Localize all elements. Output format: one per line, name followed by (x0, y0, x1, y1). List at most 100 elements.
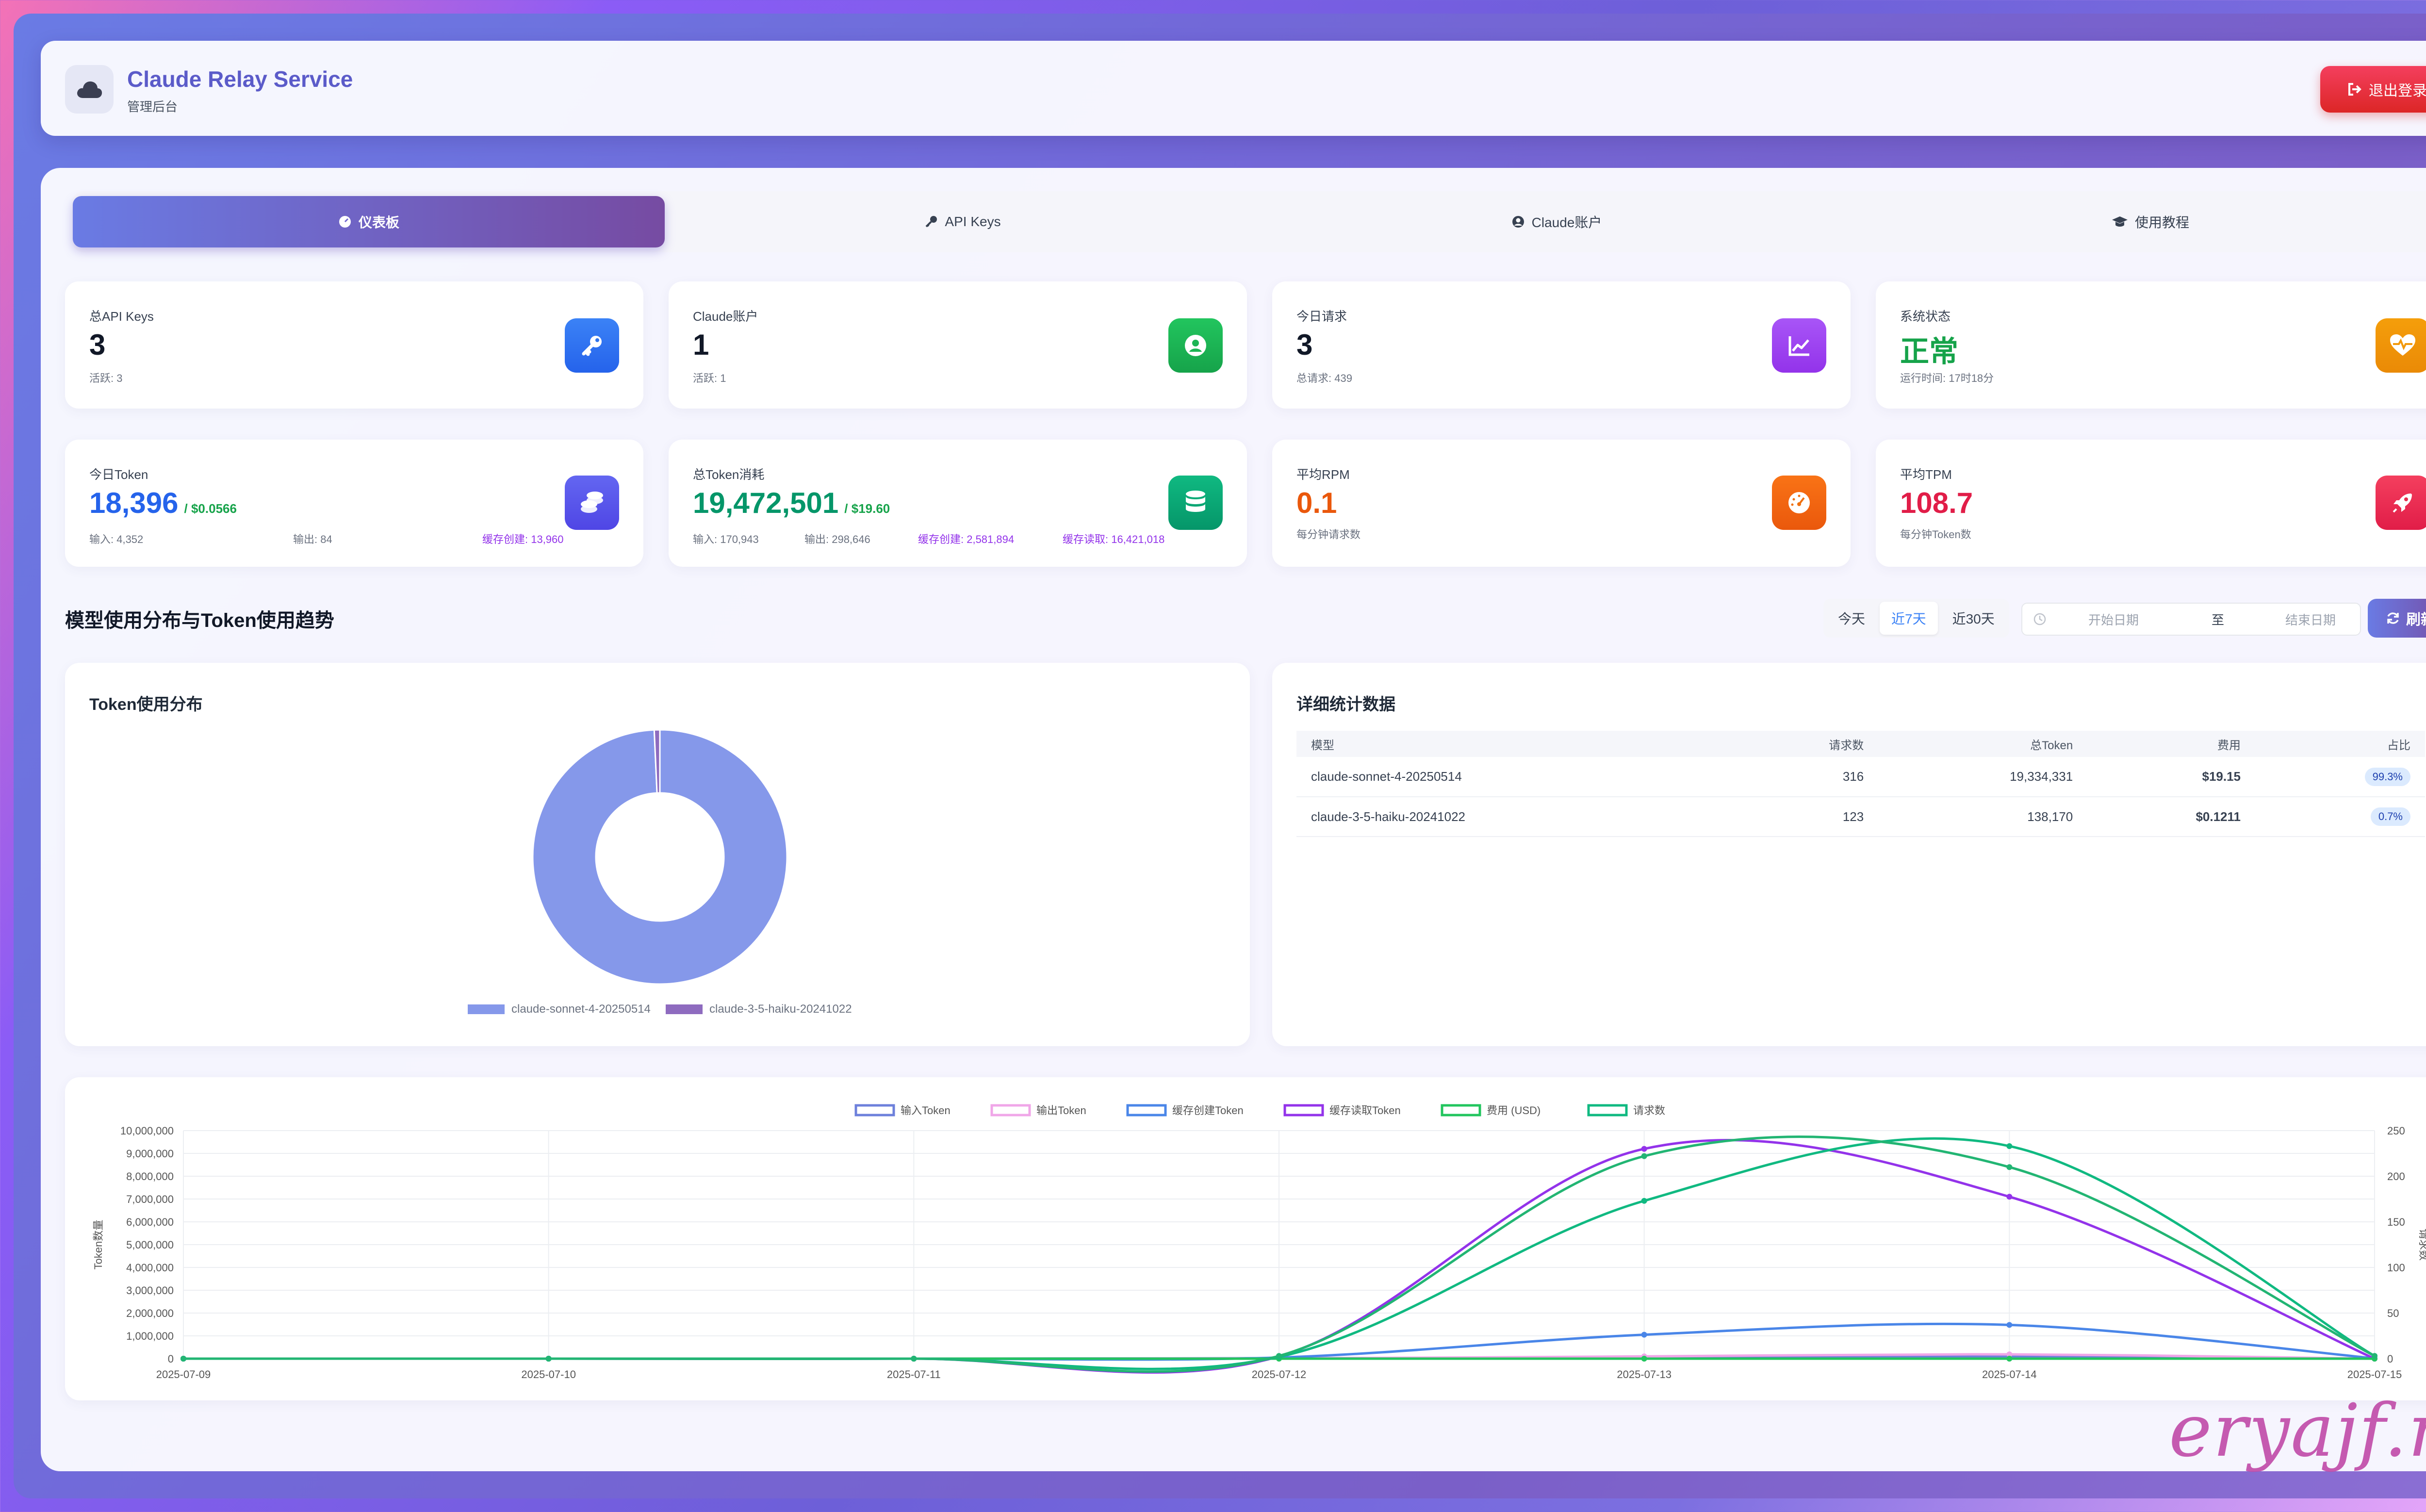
date-range-picker[interactable]: 开始日期 至 结束日期 (2021, 603, 2361, 636)
y-axis-title: Token数量 (92, 1220, 104, 1270)
data-point[interactable] (1641, 1153, 1647, 1159)
today-token-value: 18,396 (89, 487, 179, 519)
data-point[interactable] (2006, 1322, 2013, 1328)
total-token-cost: / $19.60 (844, 501, 890, 516)
logout-button[interactable]: 退出登录 (2320, 66, 2426, 113)
cell-requests: 123 (1733, 797, 1879, 837)
cell-requests: 316 (1733, 757, 1879, 797)
tab-tutorial[interactable]: 使用教程 (1854, 196, 2426, 247)
watermark-text: eryajf.net (2169, 1389, 2426, 1473)
data-point[interactable] (1641, 1331, 1647, 1338)
sign-out-icon (2348, 83, 2361, 96)
stat-label: 今日Token (89, 467, 148, 482)
legend-label[interactable]: 请求数 (1633, 1104, 1665, 1117)
stat-card-api-keys: 总API Keys 3 活跃: 3 (65, 281, 643, 409)
tab-dashboard-label: 仪表板 (358, 215, 399, 230)
rpm-value: 0.1 (1296, 487, 1337, 519)
x-tick-label: 2025-07-11 (887, 1368, 941, 1381)
database-icon (1168, 476, 1223, 530)
col-percent: 占比 (2255, 731, 2425, 757)
legend-label[interactable]: 缓存读取Token (1329, 1104, 1401, 1117)
token-distribution-panel: Token使用分布 claude-sonnet-4-20250514 claude… (65, 663, 1250, 1046)
y-tick-label: 2,000,000 (126, 1307, 174, 1319)
range-today-button[interactable]: 今天 (1838, 611, 1866, 626)
data-point[interactable] (2006, 1194, 2013, 1200)
dashboard-panel: 仪表板 API Keys Claude账户 使用教程 总API Keys 3 活… (41, 168, 2426, 1471)
range-30days-button[interactable]: 近30天 (1952, 611, 1995, 626)
cell-model: claude-sonnet-4-20250514 (1296, 757, 1733, 797)
data-point[interactable] (1641, 1198, 1647, 1204)
tab-claude-accounts[interactable]: Claude账户 (1261, 196, 1852, 247)
legend-label[interactable]: 缓存创建Token (1172, 1104, 1244, 1117)
stat-sub: 每分钟Token数 (1900, 528, 1971, 541)
user-circle-icon (1168, 318, 1223, 373)
legend-label[interactable]: 费用 (USD) (1487, 1104, 1541, 1117)
chart-line-icon (1772, 318, 1826, 373)
tab-api-keys[interactable]: API Keys (667, 196, 1259, 247)
tab-tutorial-label: 使用教程 (2134, 215, 2189, 230)
legend-label[interactable]: claude-3-5-haiku-20241022 (709, 1003, 852, 1016)
stat-value: 1 (693, 329, 709, 361)
stat-card-today-token: 今日Token 18,396 / $0.0566 输入: 4,352 输出: 84… (65, 440, 643, 567)
data-point[interactable] (545, 1356, 552, 1362)
stat-card-system-status: 系统状态 正常 运行时间: 17时18分 (1876, 281, 2426, 409)
uptime-text: 运行时间: 17时18分 (1900, 372, 1994, 384)
cell-cost: $0.1211 (2087, 797, 2256, 837)
y2-axis-title: 请求数 (2418, 1229, 2426, 1261)
table-row: claude-sonnet-4-20250514 316 19,334,331 … (1296, 757, 2425, 797)
y-tick-label: 4,000,000 (126, 1262, 174, 1274)
data-point[interactable] (2006, 1143, 2013, 1149)
stat-label: 系统状态 (1900, 309, 1951, 324)
data-point[interactable] (2372, 1353, 2377, 1359)
y-tick-label: 5,000,000 (126, 1239, 174, 1251)
data-point[interactable] (2006, 1164, 2013, 1170)
stat-label: 总Token消耗 (693, 467, 765, 482)
app-header: Claude Relay Service 管理后台 退出登录 (41, 41, 2426, 136)
pie-slice[interactable] (532, 729, 788, 985)
x-tick-label: 2025-07-09 (156, 1368, 211, 1381)
legend-swatch (854, 1104, 895, 1117)
y-tick-label: 9,000,000 (126, 1148, 174, 1160)
tab-dashboard[interactable]: 仪表板 (73, 196, 665, 247)
refresh-button[interactable]: 刷新 (2368, 599, 2426, 638)
token-trend-chart: 10,000,000 9,000,000 8,000,000 7,000,000 6,0… (92, 1104, 2426, 1381)
legend-label[interactable]: 输入Token (901, 1104, 951, 1117)
col-requests: 请求数 (1733, 731, 1879, 757)
panel-title: 详细统计数据 (1296, 695, 1395, 714)
start-date-input[interactable]: 开始日期 (2088, 612, 2139, 627)
stat-card-total-token: 总Token消耗 19,472,501/ $19.60 输入: 170,943 … (669, 440, 1247, 567)
end-date-input[interactable]: 结束日期 (2285, 612, 2336, 627)
legend-swatch (666, 1004, 703, 1014)
legend-swatch (1126, 1104, 1167, 1117)
detail-stats-table: 模型 请求数 总Token 费用 占比 claude-sonnet-4-2025… (1296, 731, 2425, 837)
stat-label: 平均RPM (1296, 467, 1350, 482)
today-input-tokens: 输入: 4,352 (89, 533, 144, 545)
data-point[interactable] (1641, 1356, 1647, 1362)
cell-model: claude-3-5-haiku-20241022 (1296, 797, 1733, 837)
stat-sub: 总请求: 439 (1296, 372, 1352, 384)
col-cost: 费用 (2087, 731, 2256, 757)
range-7days-button[interactable]: 近7天 (1880, 602, 1938, 635)
key-icon (565, 318, 619, 373)
data-point[interactable] (180, 1356, 186, 1362)
data-point[interactable] (911, 1356, 917, 1362)
x-tick-label: 2025-07-15 (2347, 1368, 2402, 1381)
y2-tick-label: 100 (2387, 1262, 2405, 1274)
data-point[interactable] (2006, 1356, 2013, 1362)
data-point[interactable] (1276, 1353, 1282, 1359)
legend-label[interactable]: 输出Token (1036, 1104, 1086, 1117)
cloud-icon (65, 65, 114, 114)
pie-slice[interactable] (653, 729, 661, 794)
y-tick-label: 7,000,000 (126, 1193, 174, 1205)
panel-title: Token使用分布 (89, 695, 203, 714)
stat-sub: 活跃: 1 (693, 372, 726, 384)
stat-label: 总API Keys (89, 309, 154, 324)
speedometer-icon (1772, 476, 1826, 530)
data-point[interactable] (1641, 1146, 1647, 1152)
detail-stats-panel: 详细统计数据 模型 请求数 总Token 费用 占比 claude-sonnet… (1272, 663, 2426, 1046)
data-point[interactable] (2006, 1351, 2013, 1358)
legend-label[interactable]: claude-sonnet-4-20250514 (511, 1003, 651, 1016)
percent-badge: 0.7% (2370, 807, 2410, 826)
y2-tick-label: 200 (2387, 1170, 2405, 1183)
clock-icon (2033, 613, 2046, 625)
